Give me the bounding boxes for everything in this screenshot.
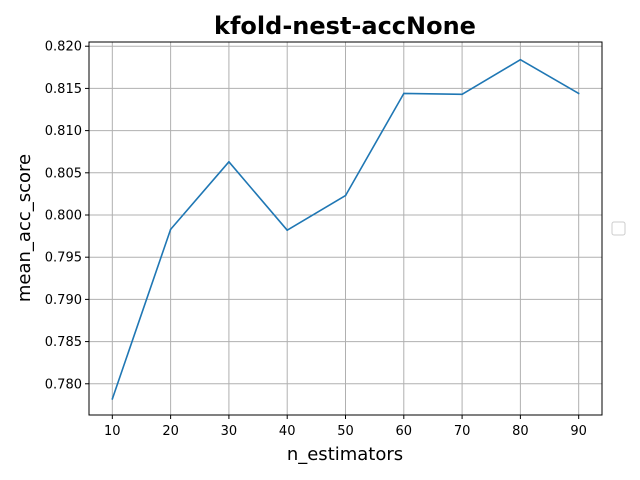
y-tick-label: 0.795 <box>45 251 82 266</box>
y-tick-label: 0.820 <box>45 40 82 55</box>
y-tick-label: 0.815 <box>45 82 82 97</box>
x-tick-label: 20 <box>162 424 179 439</box>
y-axis-label: mean_acc_score <box>14 154 35 302</box>
data-point <box>577 92 580 95</box>
x-tick-label: 40 <box>279 424 296 439</box>
chart-title: kfold-nest-accNone <box>214 12 476 40</box>
y-tick-label: 0.810 <box>45 124 82 139</box>
x-tick-label: 60 <box>396 424 413 439</box>
x-tick-label: 10 <box>104 424 121 439</box>
x-axis-label: n_estimators <box>287 444 403 465</box>
data-point <box>519 58 522 61</box>
y-tick-label: 0.790 <box>45 293 82 308</box>
x-tick-label: 80 <box>512 424 529 439</box>
y-axis-ticks: 0.780 0.785 0.790 0.795 0.800 0.805 0.810 0.815… <box>45 40 89 392</box>
y-tick-label: 0.780 <box>45 377 82 392</box>
data-point <box>228 161 230 163</box>
legend-box <box>611 221 626 236</box>
series-layer <box>111 58 580 400</box>
data-point <box>344 194 347 197</box>
x-tick-label: 30 <box>221 424 238 439</box>
x-tick-label: 50 <box>337 424 354 439</box>
data-point <box>169 228 172 231</box>
data-point <box>402 92 405 95</box>
y-tick-label: 0.800 <box>45 208 82 223</box>
data-point <box>286 229 289 231</box>
grid <box>89 42 602 415</box>
x-tick-label: 70 <box>454 424 471 439</box>
x-axis-ticks: 10 20 30 40 50 60 70 80 90 <box>104 415 587 439</box>
y-tick-label: 0.805 <box>45 166 82 181</box>
data-point <box>111 398 114 400</box>
x-tick-label: 90 <box>570 424 587 439</box>
data-point <box>461 93 463 96</box>
y-tick-label: 0.785 <box>45 335 82 350</box>
